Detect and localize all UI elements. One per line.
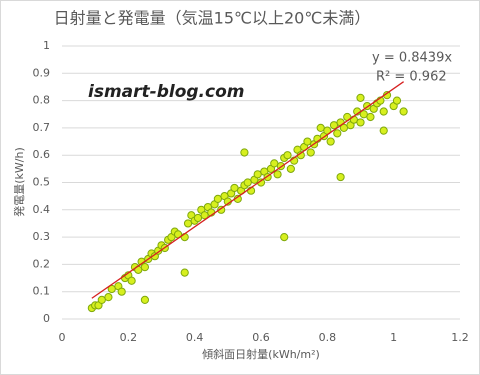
point xyxy=(183,219,193,228)
point xyxy=(333,129,342,138)
x-tick-label: 1.2 xyxy=(451,331,469,344)
point xyxy=(316,123,325,133)
point xyxy=(303,137,312,146)
x-tick-label: 0.6 xyxy=(252,331,270,344)
y-tick-label: 1 xyxy=(43,39,50,52)
point xyxy=(270,159,279,168)
r-squared-label: R² = 0.962 xyxy=(376,70,447,85)
point xyxy=(326,137,335,146)
y-axis-label: 発電量(kW/h) xyxy=(12,147,26,217)
point xyxy=(392,96,402,105)
y-tick-label: 0.4 xyxy=(33,203,51,216)
y-tick-label: 0.5 xyxy=(33,176,51,189)
point xyxy=(243,178,252,187)
x-axis-label: 傾斜面日射量(kWh/m²) xyxy=(202,347,320,361)
y-tick-label: 0.8 xyxy=(33,94,51,107)
point xyxy=(399,107,408,116)
point xyxy=(240,148,249,157)
x-tick-label: 0.8 xyxy=(319,331,337,344)
x-tick-label: 0.4 xyxy=(186,331,204,344)
point xyxy=(104,293,113,302)
point xyxy=(180,233,189,242)
y-tick-label: 0.7 xyxy=(33,121,51,134)
point xyxy=(306,148,315,157)
trendline xyxy=(91,81,404,299)
point xyxy=(213,194,222,203)
point xyxy=(217,205,226,214)
x-tick-label: 1 xyxy=(390,331,397,344)
point xyxy=(356,93,365,102)
y-tick-label: 0.6 xyxy=(33,148,51,161)
point xyxy=(117,287,126,296)
chart-title: 日射量と発電量（気温15℃以上20℃未満） xyxy=(54,9,371,28)
point xyxy=(286,164,295,173)
y-tick-label: 0.2 xyxy=(33,257,51,270)
point xyxy=(230,183,239,193)
point xyxy=(97,295,106,304)
point xyxy=(379,126,388,135)
point xyxy=(140,295,150,304)
y-tick-label: 0.1 xyxy=(33,285,51,298)
point xyxy=(193,213,203,223)
y-tick-label: 0 xyxy=(43,312,50,325)
point xyxy=(127,276,136,285)
point xyxy=(283,151,292,160)
point xyxy=(366,112,375,122)
equation-label: y = 0.8439x xyxy=(372,51,452,66)
point xyxy=(280,233,289,242)
x-tick-label: 0 xyxy=(59,331,66,344)
point xyxy=(336,172,345,182)
y-tick-label: 0.3 xyxy=(33,230,51,243)
plot-area: 0 0.1 0.2 0.3 0.4 0.5 0.6 0.7 0.8 0.9 1 0 0.2 0.4 0.6 0… xyxy=(33,39,469,344)
point xyxy=(379,107,388,116)
point xyxy=(349,115,358,124)
watermark: ismart-blog.com xyxy=(88,82,244,102)
point xyxy=(253,170,262,179)
x-tick-label: 0.2 xyxy=(120,331,138,344)
point xyxy=(356,118,365,127)
y-tick-label: 0.9 xyxy=(33,66,51,79)
point xyxy=(273,170,282,179)
point xyxy=(180,268,189,277)
point xyxy=(140,263,150,272)
